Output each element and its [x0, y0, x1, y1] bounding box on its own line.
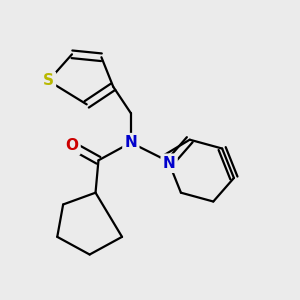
Text: S: S	[43, 73, 54, 88]
Text: N: N	[163, 156, 175, 171]
Text: O: O	[65, 138, 79, 153]
Text: N: N	[124, 135, 137, 150]
